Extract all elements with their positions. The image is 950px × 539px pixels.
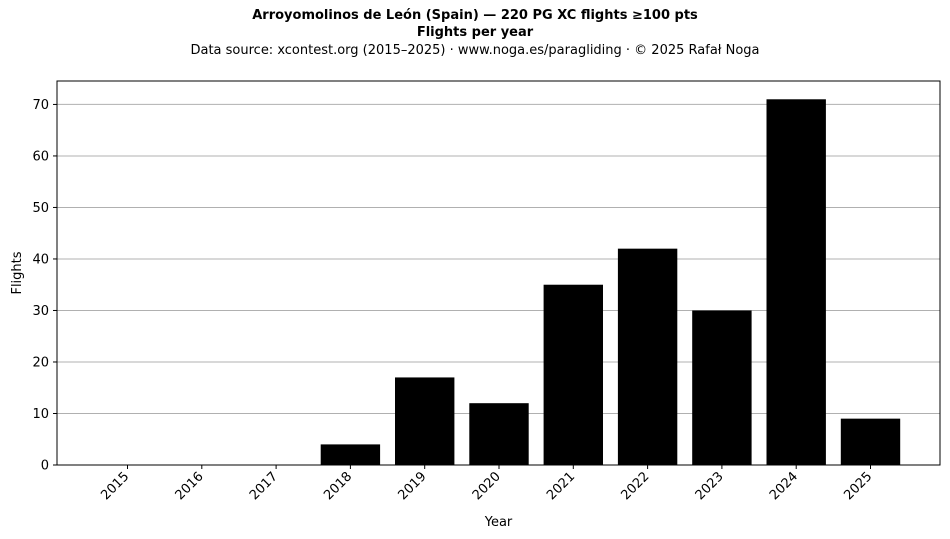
bars: [320, 99, 901, 466]
y-tick-label: 40: [32, 252, 49, 267]
x-axis-ticks: 2015 2016 2017 2018 2019 2020 2021 2022 2023 2024…: [98, 465, 875, 503]
y-tick-label: 60: [32, 149, 49, 164]
x-axis-label: Year: [484, 515, 513, 530]
y-tick-label: 0: [41, 459, 49, 474]
bar: [692, 310, 752, 465]
x-tick-label: 2025: [841, 469, 875, 503]
x-tick-label: 2020: [470, 469, 504, 503]
bar: [469, 403, 529, 465]
bar: [395, 377, 455, 465]
x-tick-label: 2022: [618, 469, 652, 503]
chart-subtitle: Flights per year: [416, 25, 534, 40]
y-tick-label: 50: [32, 201, 49, 216]
x-tick-label: 2023: [693, 469, 727, 503]
bar: [766, 99, 826, 466]
bar: [320, 444, 381, 465]
x-tick-label: 2015: [98, 469, 132, 503]
x-tick-label: 2019: [396, 469, 430, 503]
chart-title: Arroyomolinos de León (Spain) — 220 PG X…: [252, 8, 698, 23]
y-tick-label: 20: [32, 355, 49, 370]
y-tick-label: 70: [32, 98, 49, 113]
y-tick-label: 10: [32, 407, 49, 422]
y-tick-label: 30: [32, 304, 49, 319]
x-tick-label: 2017: [247, 469, 281, 503]
chart-source-note: Data source: xcontest.org (2015–2025) · …: [190, 43, 760, 58]
x-tick-label: 2016: [173, 469, 207, 503]
y-axis-ticks: 0 10 20 30 40 50 60 70: [32, 98, 57, 474]
y-axis-label: Flights: [10, 251, 25, 294]
x-tick-label: 2018: [321, 469, 355, 503]
bar: [543, 284, 603, 465]
bar: [840, 418, 901, 465]
bar: [617, 248, 678, 465]
x-tick-label: 2021: [544, 469, 578, 503]
x-tick-label: 2024: [767, 469, 801, 503]
